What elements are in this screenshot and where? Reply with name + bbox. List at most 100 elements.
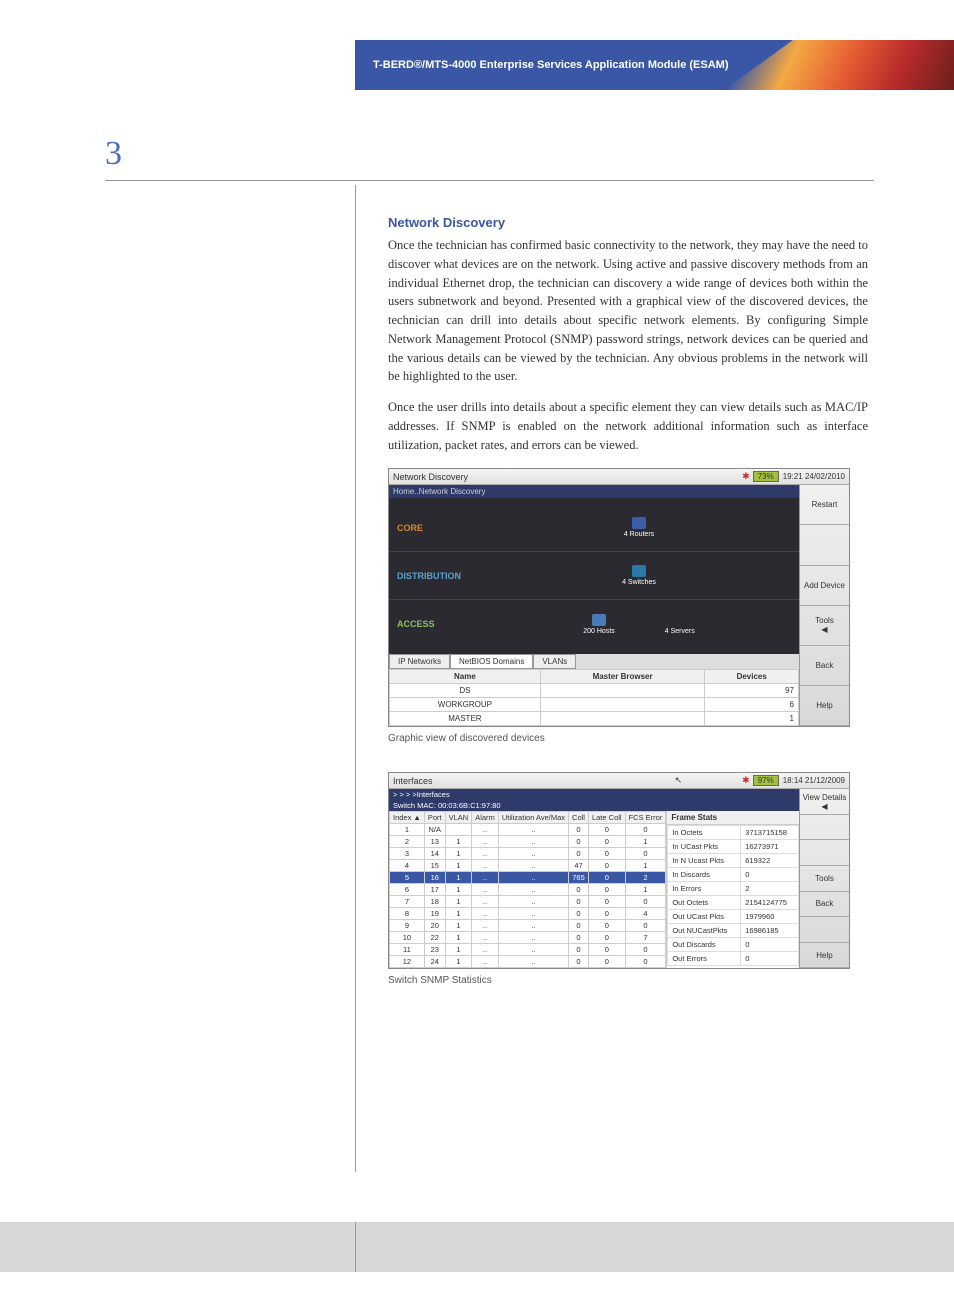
nd-titlebar: Network Discovery ✱ 73% 19:21 24/02/2010 [389, 469, 849, 485]
side-button [800, 917, 849, 943]
server-icon [673, 614, 687, 626]
nd-tabs: IP Networks NetBIOS Domains VLANs [389, 654, 799, 669]
nd-main-area: Home..Network Discovery CORE 4 Routers [389, 485, 799, 726]
caption-1: Graphic view of discovered devices [388, 733, 868, 744]
table-row[interactable]: 2131....001 [390, 836, 666, 848]
stats-row: Out Discards0 [668, 938, 799, 952]
nd-node-servers[interactable]: 4 Servers [665, 614, 695, 635]
if-table-header[interactable]: Late Coll [588, 812, 625, 824]
if-table-header[interactable]: Alarm [472, 812, 499, 824]
if-main-area: > > > >Interfaces Switch MAC: 00:03:6B:C… [389, 789, 799, 968]
table-row[interactable]: 1N/A....000 [390, 824, 666, 836]
side-button[interactable]: Tools ◀ [800, 606, 849, 646]
table-row[interactable]: 7181....000 [390, 896, 666, 908]
table-row[interactable]: 3141....000 [390, 848, 666, 860]
if-titlebar: Interfaces ↖ ✱ 97% 18:14 21/12/2009 [389, 773, 849, 789]
side-button [800, 525, 849, 565]
nd-node-switches[interactable]: 4 Switches [622, 565, 656, 586]
if-table-header[interactable]: Port [424, 812, 445, 824]
stats-row: Out Errors0 [668, 952, 799, 966]
nd-side-buttons: Restart Add DeviceTools ◀BackHelp [799, 485, 849, 726]
nd-row-access[interactable]: ACCESS 200 Hosts 4 Servers [389, 600, 799, 648]
cursor-icon: ↖ [675, 775, 683, 786]
header-band: T-BERD®/MTS-4000 Enterprise Services App… [0, 40, 954, 90]
if-window: Interfaces ↖ ✱ 97% 18:14 21/12/2009 > > … [388, 772, 850, 969]
caption-2: Switch SNMP Statistics [388, 975, 868, 986]
table-row[interactable]: 9201....000 [390, 920, 666, 932]
if-table-header[interactable]: Utilization Ave/Max [498, 812, 568, 824]
nd-table-header[interactable]: Devices [705, 670, 799, 684]
nd-table-header[interactable]: Name [390, 670, 541, 684]
bug-icon: ✱ [742, 471, 750, 482]
side-button[interactable]: Back [800, 892, 849, 918]
nd-access-label: ACCESS [389, 619, 479, 629]
host-icon [592, 614, 606, 626]
if-interfaces-table[interactable]: Index ▲PortVLANAlarmUtilization Ave/MaxC… [389, 811, 666, 968]
main-content: Network Discovery Once the technician ha… [388, 215, 868, 1014]
side-button[interactable]: Tools [800, 866, 849, 892]
footer-left [0, 1222, 355, 1272]
stats-row: In Discards0 [668, 868, 799, 882]
table-row[interactable]: WORKGROUP6 [390, 698, 799, 712]
nd-table-header[interactable]: Master Browser [540, 670, 705, 684]
nd-node-routers[interactable]: 4 Routers [624, 517, 654, 538]
if-frame-stats-panel: Frame Stats In Octets3713715158In UCast … [666, 811, 799, 968]
table-row[interactable]: MASTER1 [390, 712, 799, 726]
footer-right [356, 1222, 954, 1272]
if-title: Interfaces [393, 776, 433, 786]
table-row[interactable]: 6171....001 [390, 884, 666, 896]
table-row[interactable]: 8191....004 [390, 908, 666, 920]
if-breadcrumb: > > > >Interfaces [389, 789, 799, 800]
battery-indicator: 73% [753, 471, 779, 482]
horizontal-rule [105, 180, 874, 181]
nd-row-core[interactable]: CORE 4 Routers [389, 504, 799, 552]
header-title: T-BERD®/MTS-4000 Enterprise Services App… [373, 59, 729, 71]
table-row[interactable]: 5161....76502 [390, 872, 666, 884]
table-row[interactable]: DS97 [390, 684, 799, 698]
table-row[interactable]: 4151....4701 [390, 860, 666, 872]
stats-row: Out NUCastPkts16986185 [668, 924, 799, 938]
switch-icon [632, 565, 646, 577]
if-table-header[interactable]: FCS Error [625, 812, 666, 824]
side-button[interactable]: Back [800, 646, 849, 686]
screenshot-network-discovery: Network Discovery ✱ 73% 19:21 24/02/2010… [388, 468, 868, 727]
stats-row: In Octets3713715158 [668, 826, 799, 840]
table-row[interactable]: 11231....000 [390, 944, 666, 956]
router-icon [632, 517, 646, 529]
side-button[interactable]: Restart [800, 485, 849, 525]
nd-tab-vlans[interactable]: VLANs [533, 654, 576, 669]
if-table-header[interactable]: Index ▲ [390, 812, 425, 824]
screenshot-interfaces: Interfaces ↖ ✱ 97% 18:14 21/12/2009 > > … [388, 772, 868, 969]
side-button [800, 815, 849, 841]
nd-node-hosts[interactable]: 200 Hosts [583, 614, 615, 635]
stats-row: Out Octets2154124775 [668, 896, 799, 910]
nd-tab-ip[interactable]: IP Networks [389, 654, 450, 669]
nd-tab-netbios[interactable]: NetBIOS Domains [450, 654, 533, 669]
side-button[interactable]: View Details ◀ [800, 789, 849, 815]
page-number: 3 [105, 135, 122, 173]
nd-domains-table: NameMaster BrowserDevices DS97WORKGROUP6… [389, 669, 799, 726]
if-table-header[interactable]: VLAN [445, 812, 472, 824]
if-frame-stats-header: Frame Stats [667, 811, 799, 825]
nd-row-distribution[interactable]: DISTRIBUTION 4 Switches [389, 552, 799, 600]
paragraph-1: Once the technician has confirmed basic … [388, 236, 868, 386]
footer-band [0, 1222, 954, 1272]
table-row[interactable]: 10221....007 [390, 932, 666, 944]
if-table-header[interactable]: Coll [569, 812, 589, 824]
table-row[interactable]: 12241....000 [390, 956, 666, 968]
nd-core-label: CORE [389, 523, 479, 533]
section-title: Network Discovery [388, 215, 868, 230]
bug-icon: ✱ [742, 775, 750, 786]
vertical-rule [355, 185, 356, 1172]
stats-row: Out UCast Pkts1979960 [668, 910, 799, 924]
paragraph-2: Once the user drills into details about … [388, 398, 868, 454]
nd-datetime: 19:21 24/02/2010 [783, 472, 845, 481]
side-button[interactable]: Add Device [800, 566, 849, 606]
nd-window: Network Discovery ✱ 73% 19:21 24/02/2010… [388, 468, 850, 727]
side-button[interactable]: Help [800, 686, 849, 726]
if-datetime: 18:14 21/12/2009 [783, 776, 845, 785]
side-button[interactable]: Help [800, 943, 849, 969]
battery-indicator: 97% [753, 775, 779, 786]
if-mac-label: Switch MAC: 00:03:6B:C1:97:80 [389, 800, 799, 811]
stats-row: In UCast Pkts16273971 [668, 840, 799, 854]
